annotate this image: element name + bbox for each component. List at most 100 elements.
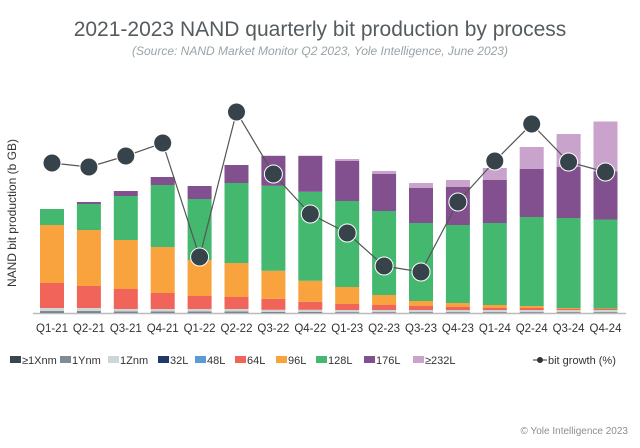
- bar-segment-Q1-24-176L: [482, 180, 507, 223]
- bar-segment-Q3-24-1Znm: [556, 310, 581, 312]
- legend-swatch: [108, 356, 119, 363]
- bar-segment-Q1-23-1Znm: [335, 310, 360, 312]
- bar-segment-Q2-21-1Znm: [76, 308, 101, 311]
- bar-segment-Q1-23-≥232L: [335, 159, 360, 161]
- bar-segment-Q3-24-96L: [556, 308, 581, 309]
- bar-segment-Q4-23-96L: [445, 303, 470, 307]
- bar-segment-Q1-21-1Znm: [40, 308, 64, 311]
- growth-point-Q1-23: [337, 223, 357, 243]
- x-tick-label: Q1-23: [331, 323, 363, 335]
- bar-segment-Q4-21-96L: [150, 247, 175, 293]
- bar-segment-Q2-21-96L: [76, 230, 101, 286]
- x-tick-label: Q2-22: [221, 323, 253, 335]
- legend: ≥1Xnm 1Ynm 1Znm 32L 48L 64L 96L 128L 176L ≥232L bi…: [10, 355, 616, 367]
- bar-segment-Q2-23-1Znm: [372, 310, 397, 312]
- legend-swatch: [235, 356, 246, 363]
- bar-segment-Q4-24-64L: [593, 309, 618, 310]
- growth-point-Q3-21: [116, 146, 136, 166]
- bar-segment-Q4-21-1Ynm: [150, 311, 175, 313]
- bar-segment-Q3-21-176L: [113, 191, 138, 196]
- bar-segment-Q4-22-64L: [298, 301, 323, 310]
- legend-swatch: [413, 356, 424, 363]
- bar-segment-Q2-22-64L: [224, 297, 249, 309]
- x-tick-label: Q2-23: [368, 323, 400, 335]
- bar-segment-Q4-23-1Znm: [445, 310, 470, 312]
- bar-segment-Q3-23-176L: [409, 188, 433, 223]
- bar-segment-Q2-24-96L: [519, 306, 544, 308]
- bar-segment-Q3-22-1Znm: [261, 309, 286, 312]
- bar-segment-Q1-22-64L: [187, 296, 212, 309]
- bar-segment-Q4-21-128L: [150, 185, 175, 247]
- legend-swatch: [60, 356, 71, 363]
- growth-point-Q1-24: [485, 151, 505, 171]
- bar-segment-Q1-23-176L: [335, 161, 360, 201]
- growth-point-Q4-22: [300, 204, 320, 224]
- copyright: © Yole Intelligence 2023: [520, 426, 628, 437]
- bar-segment-Q3-21-64L: [113, 289, 138, 309]
- bar-segment-Q2-24-64L: [519, 308, 544, 310]
- bar-segment-Q2-22-176L: [224, 165, 249, 183]
- bar-segment-Q4-21-176L: [150, 177, 175, 185]
- x-tick-label: Q4-24: [590, 323, 623, 335]
- bar-segment-Q3-24-176L: [556, 167, 581, 218]
- bar-segment-Q3-24-128L: [556, 218, 581, 308]
- bar-segment-Q4-24-96L: [593, 308, 618, 309]
- legend-label: 1Znm: [120, 355, 148, 367]
- growth-point-Q2-21: [79, 157, 99, 177]
- bar-segment-Q3-23-1Ynm: [409, 312, 433, 313]
- legend-label: 64L: [247, 355, 265, 367]
- bar-segment-Q4-24-128L: [593, 219, 618, 309]
- bar-segment-Q2-22-128L: [224, 183, 249, 263]
- x-tick-label: Q1-21: [36, 323, 68, 335]
- growth-point-Q3-23: [411, 262, 431, 282]
- growth-point-Q3-24: [559, 152, 579, 172]
- bar-segment-Q4-22-176L: [298, 155, 323, 192]
- bar-segment-Q2-24-≥232L: [519, 147, 544, 169]
- bar-segment-Q1-23-64L: [335, 304, 360, 310]
- bar-segment-Q4-23-128L: [445, 225, 470, 303]
- bar-segment-Q2-21-176L: [76, 202, 101, 204]
- bar-segment-Q1-24-64L: [482, 308, 507, 310]
- bar-segment-Q3-23-128L: [409, 223, 433, 301]
- bar-segment-Q3-22-64L: [261, 298, 286, 310]
- bar-segment-Q2-21-64L: [76, 286, 101, 308]
- bar-segment-Q1-21-96L: [40, 225, 64, 283]
- bar-segment-Q3-21-96L: [113, 240, 138, 289]
- chart-title: 2021-2023 NAND quarterly bit production …: [73, 18, 567, 41]
- bar-segment-Q3-23-1Znm: [409, 310, 433, 312]
- bar-segment-Q3-23-≥232L: [409, 183, 433, 188]
- x-tick-label: Q1-22: [184, 323, 216, 335]
- growth-point-Q1-22: [190, 247, 210, 267]
- bar-segment-Q1-24-1Znm: [482, 310, 507, 312]
- legend-swatch: [276, 356, 287, 363]
- growth-point-Q2-24: [522, 114, 542, 134]
- bar-segment-Q2-23-128L: [372, 211, 397, 295]
- bar-segment-Q4-22-1Ynm: [298, 311, 323, 313]
- bar-segment-Q2-23-176L: [372, 174, 397, 211]
- bar-segment-Q3-23-96L: [409, 301, 433, 306]
- legend-swatch: [10, 356, 21, 363]
- legend-swatch: [195, 356, 206, 363]
- x-tick-label: Q3-24: [553, 323, 586, 335]
- bar-segment-Q3-22-1Ynm: [261, 311, 286, 313]
- legend-label: ≥232L: [425, 355, 456, 367]
- bar-segment-Q1-23-128L: [335, 201, 360, 287]
- bar-segment-Q2-22-1Ynm: [224, 311, 249, 313]
- bar-segment-Q2-22-1Znm: [224, 309, 249, 312]
- bar-segment-Q4-21-1Znm: [150, 309, 175, 312]
- bar-segment-Q2-23-≥232L: [372, 171, 397, 174]
- bar-segment-Q1-21-64L: [40, 283, 64, 308]
- bar-segment-Q2-23-64L: [372, 305, 397, 310]
- legend-label: 32L: [170, 355, 188, 367]
- legend-label: 48L: [207, 355, 225, 367]
- x-tick-label: Q3-22: [257, 323, 289, 335]
- bar-segment-Q2-23-96L: [372, 295, 397, 305]
- bar-segment-Q2-24-1Znm: [519, 310, 544, 312]
- growth-point-Q1-21: [42, 153, 62, 173]
- x-tick-label: Q4-22: [294, 323, 326, 335]
- bar-segment-Q2-24-128L: [519, 217, 544, 306]
- bar-segment-Q3-22-128L: [261, 185, 286, 271]
- legend-label: 128L: [328, 355, 352, 367]
